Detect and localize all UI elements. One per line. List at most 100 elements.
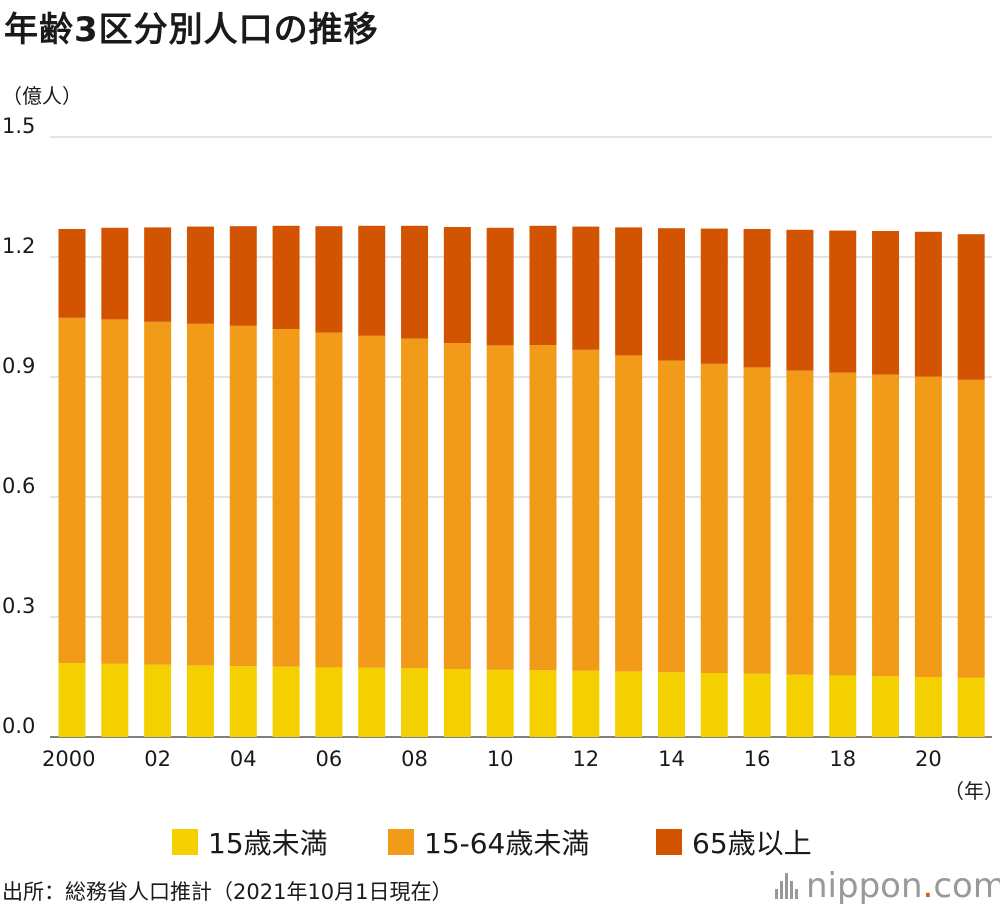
legend-label: 65歳以上 [692, 827, 812, 860]
bar-segment [272, 329, 300, 667]
bar-segment [615, 227, 643, 356]
bar-segment [401, 338, 429, 669]
logo-bars-icon [775, 873, 800, 899]
y-tick-label: 0.6 [2, 474, 35, 498]
x-tick-label: 02 [144, 747, 171, 771]
legend-item-under-15: 15歳未満 [172, 822, 328, 862]
bar-segment [315, 667, 343, 737]
bar-segment [186, 665, 214, 737]
bar-segment [872, 374, 900, 677]
x-tick-label: 20 [915, 747, 942, 771]
bar-segment [144, 664, 172, 737]
logo-dot: . [922, 866, 934, 906]
x-tick-label: 04 [230, 747, 257, 771]
bar-segment [829, 230, 857, 373]
bar-segment [657, 672, 685, 737]
bar-segment [829, 675, 857, 737]
legend: 15歳未満 15-64歳未満 65歳以上 [0, 822, 1000, 866]
bar-segment [358, 225, 386, 336]
bar-segment [358, 667, 386, 737]
bar-segment [615, 671, 643, 737]
bar-segment [957, 677, 985, 737]
x-tick-label: 16 [744, 747, 771, 771]
x-tick-label: 14 [658, 747, 685, 771]
y-tick-label: 0.0 [2, 714, 35, 738]
bar-segment [443, 669, 471, 737]
bar-segment [443, 343, 471, 669]
bar-segment [144, 321, 172, 665]
bar-segment [272, 666, 300, 737]
bar-segment [572, 670, 600, 737]
chart-title: 年齢3区分別人口の推移 [4, 10, 379, 50]
legend-item-65-plus: 65歳以上 [656, 822, 812, 862]
bar-segment [914, 231, 942, 377]
bar-segment [743, 229, 771, 368]
legend-swatch [656, 829, 682, 855]
x-tick-label: 2000 [42, 747, 95, 771]
bar-segment [272, 225, 300, 329]
bar-segment [58, 229, 86, 318]
bar-segment [572, 226, 600, 350]
bar-segment [700, 228, 728, 364]
bar-segment [743, 367, 771, 674]
bar-segment [401, 225, 429, 339]
bar-segment [229, 666, 257, 737]
x-tick-label: 08 [401, 747, 428, 771]
bar-segment [529, 670, 557, 737]
bar-segment [186, 226, 214, 324]
legend-item-15-64: 15-64歳未満 [388, 822, 589, 862]
bar-segment [486, 345, 514, 670]
y-tick-label: 1.5 [2, 114, 35, 138]
x-tick-label: 12 [572, 747, 599, 771]
bar-segment [786, 229, 814, 371]
bar-segment [700, 363, 728, 673]
bars [58, 225, 985, 737]
y-axis-unit-label: （億人） [2, 84, 82, 108]
logo-suffix: com [933, 866, 1000, 906]
legend-label: 15歳未満 [208, 827, 328, 860]
bar-segment [101, 663, 129, 737]
bar-segment [743, 673, 771, 737]
bar-segment [914, 677, 942, 737]
bar-segment [872, 231, 900, 375]
bar-segment [58, 663, 86, 737]
x-tick-label: 10 [487, 747, 514, 771]
x-axis-unit-label: （年） [944, 779, 1000, 803]
legend-label: 15-64歳未満 [424, 827, 590, 860]
bar-segment [700, 673, 728, 737]
y-tick-label: 0.3 [2, 594, 35, 618]
bar-segment [315, 332, 343, 668]
nippon-logo: nippon. com [775, 866, 1000, 906]
x-tick-label: 06 [316, 747, 343, 771]
bar-segment [615, 355, 643, 672]
bar-segment [229, 325, 257, 667]
legend-swatch [172, 829, 198, 855]
stacked-bar-chart: 0.0 0.3 0.6 0.9 1.2 1.5 2000 02 04 06 08 10 12 14 16 1… [2, 114, 992, 771]
bar-segment [486, 227, 514, 346]
bar-segment [786, 370, 814, 675]
bar-segment [101, 319, 129, 664]
bar-segment [358, 335, 386, 668]
bar-segment [401, 668, 429, 737]
bar-segment [443, 227, 471, 343]
source-note: 出所：総務省人口推計（2021年10月1日現在） [2, 880, 453, 904]
bar-segment [957, 379, 985, 678]
bar-segment [315, 226, 343, 333]
x-tick-label: 18 [829, 747, 856, 771]
bar-segment [486, 669, 514, 737]
bar-segment [572, 349, 600, 671]
y-tick-label: 1.2 [2, 234, 35, 258]
bar-segment [529, 345, 557, 671]
bar-segment [957, 234, 985, 380]
y-tick-label: 0.9 [2, 354, 35, 378]
bar-segment [58, 317, 86, 663]
bar-segment [657, 228, 685, 361]
legend-swatch [388, 829, 414, 855]
bar-segment [186, 323, 214, 666]
bar-segment [872, 676, 900, 737]
bar-segment [144, 227, 172, 322]
logo-name: nippon [806, 866, 923, 906]
bar-segment [786, 674, 814, 737]
x-axis-ticks: 2000 02 04 06 08 10 12 14 16 18 20 [42, 747, 942, 771]
bar-segment [657, 360, 685, 673]
